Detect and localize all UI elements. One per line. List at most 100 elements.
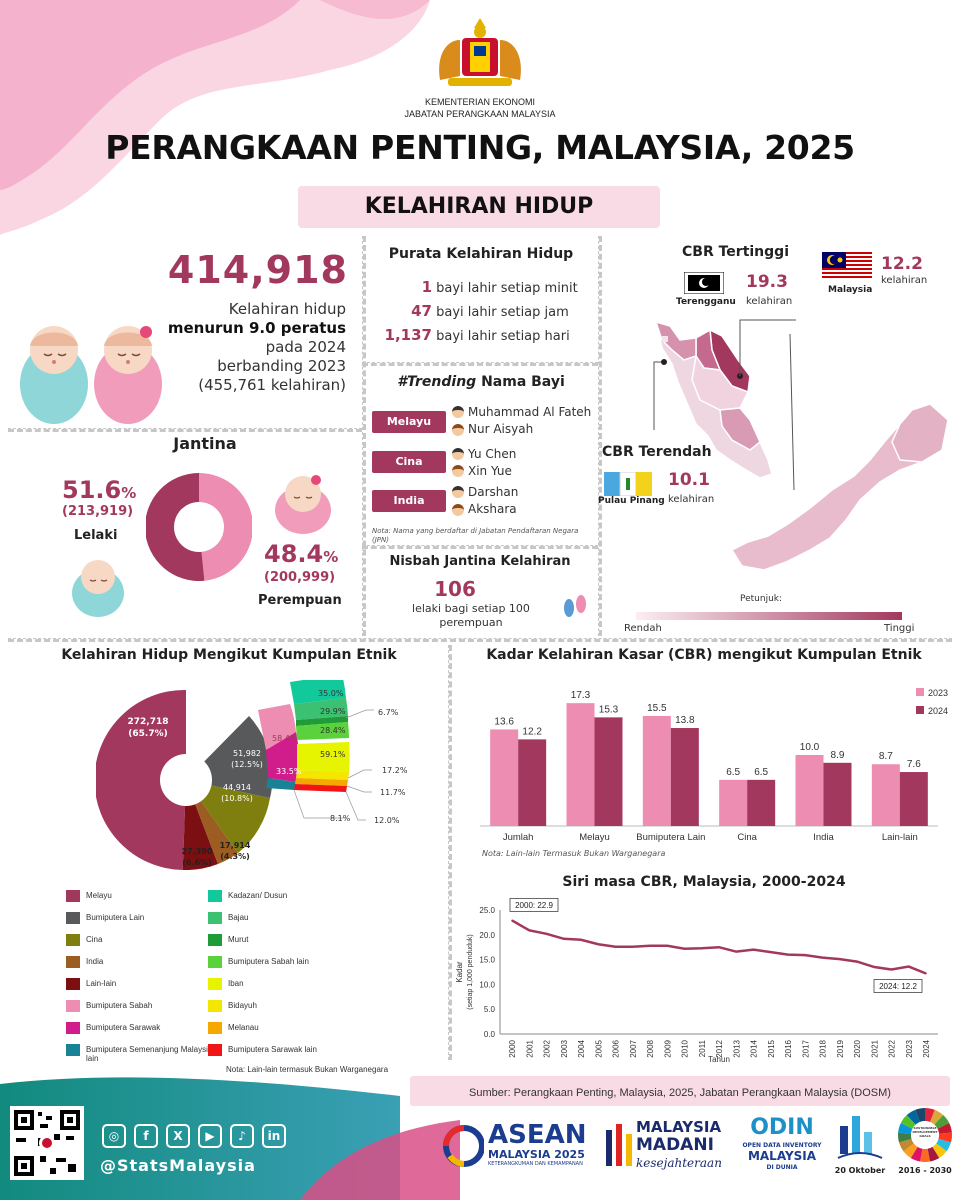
legend-swatch — [66, 956, 80, 968]
asean-year: MALAYSIA 2025 — [488, 1148, 585, 1161]
sdg-wheel-logo — [898, 1108, 952, 1162]
bar-2023 — [795, 755, 824, 826]
legend-label: Melanau — [228, 1023, 259, 1032]
sub-slice-melanau — [295, 778, 348, 786]
bar-legend-label: 2023 — [928, 688, 948, 698]
trending-note: Nota: Nama yang berdaftar di Jabatan Pen… — [372, 527, 579, 544]
bar-2023 — [719, 779, 748, 826]
cbr-point — [907, 965, 910, 968]
bar-legend-swatch — [916, 706, 924, 714]
odin-logo: ODIN — [750, 1115, 814, 1140]
boy-name: Muhammad Al Fateh — [468, 405, 592, 419]
baby-boy-icon — [20, 326, 88, 424]
line-x-tick: 2018 — [819, 1039, 828, 1057]
source-text: Sumber: Perangkaan Penting, Malaysia, 20… — [469, 1087, 891, 1099]
pie-label-india-pct: (4.3%) — [220, 852, 250, 861]
pie-label-lain: 27,390 — [181, 847, 213, 856]
bar-chart-note: Nota: Lain-lain Termasuk Bukan Warganega… — [482, 849, 666, 858]
bar-2024 — [747, 779, 776, 826]
gender-donut-chart — [146, 473, 252, 581]
asean-logo — [443, 1125, 484, 1167]
sdg-wheel-segment — [930, 1109, 944, 1125]
tiktok-icon[interactable]: ♪ — [230, 1124, 254, 1148]
cbr-high-value: 19.3 — [746, 272, 788, 292]
girl-icon — [452, 424, 464, 436]
cbr-point — [769, 951, 772, 953]
sdg-wheel-segment — [927, 1146, 940, 1162]
bar-value-label: 13.8 — [675, 715, 695, 726]
gender-title: Jantina — [173, 434, 237, 453]
youtube-icon[interactable]: ▶ — [198, 1124, 222, 1148]
sdg-wheel-segment — [934, 1115, 950, 1129]
baby-girl-icon — [275, 475, 331, 534]
ratio-text: perempuan — [439, 616, 503, 629]
divider — [8, 428, 362, 432]
odin-tagline: DI DUNIA — [766, 1164, 798, 1171]
trending-title: Nama Bayi — [481, 374, 565, 390]
sdg-wheel-segment — [915, 1108, 925, 1122]
total-births-value: 414,918 — [167, 248, 348, 292]
bar-value-label: 8.9 — [831, 750, 845, 761]
line-annotation: 2024: 12.2 — [879, 982, 917, 991]
legend-swatch — [66, 1022, 80, 1034]
sub-slice-kadazan — [290, 680, 346, 704]
ratio-title: Nisbah Jantina Kelahiran — [389, 554, 571, 569]
total-line-bold: menurun 9.0 peratus — [167, 319, 346, 337]
line-x-tick: 2014 — [750, 1039, 759, 1057]
bar-value-label: 10.0 — [800, 742, 820, 753]
sub-slice-bumi-sabah-lain — [296, 722, 349, 740]
line-x-tick: 2019 — [836, 1039, 845, 1057]
pie-label-melayu-pct: (65.7%) — [128, 729, 168, 739]
facebook-icon[interactable]: f — [134, 1124, 158, 1148]
national-value: 12.2 — [881, 254, 923, 274]
ethnic-pie-title: Kelahiran Hidup Mengikut Kumpulan Etnik — [61, 647, 397, 663]
girl-name: Xin Yue — [468, 464, 512, 478]
ratio-value: 106 — [434, 577, 476, 601]
national-unit: kelahiran — [881, 275, 928, 286]
line-x-tick: 2006 — [612, 1039, 621, 1057]
legend-swatch — [66, 1044, 80, 1056]
linkedin-icon[interactable]: in — [262, 1124, 286, 1148]
total-line: (455,761 kelahiran) — [198, 376, 346, 394]
bar-value-label: 8.7 — [879, 751, 893, 762]
sdg-wheel-segment — [936, 1138, 951, 1152]
sdg-label: SUSTAINABLE DEVELOPMENT GOALS — [912, 1126, 938, 1138]
bar-2023 — [490, 729, 519, 826]
cbr-point — [580, 938, 582, 941]
section-title: KELAHIRAN HIDUP — [364, 194, 594, 219]
line-x-tick: 2013 — [732, 1039, 741, 1057]
cbr-point — [649, 944, 651, 947]
map-legend-title: Petunjuk: — [740, 594, 783, 604]
sdg-wheel-segment — [898, 1122, 913, 1134]
divider — [362, 362, 598, 366]
cbr-high-unit: kelahiran — [746, 296, 793, 307]
x-twitter-icon[interactable]: X — [166, 1124, 190, 1148]
social-handle[interactable]: @StatsMalaysia — [100, 1156, 256, 1175]
odin-subtitle: OPEN DATA INVENTORY — [742, 1142, 822, 1149]
footer-band — [0, 1077, 460, 1200]
baby-girl-icon — [94, 326, 162, 424]
line-chart-title: Siri masa CBR, Malaysia, 2000-2024 — [562, 874, 846, 890]
bar-legend-swatch — [916, 688, 924, 696]
footprints-icon — [564, 595, 586, 617]
divider — [362, 545, 598, 549]
sub-slice-bidayuh — [296, 770, 349, 780]
bar-category-label: Bumiputera Lain — [636, 832, 705, 843]
average-title: Purata Kelahiran Hidup — [388, 246, 574, 262]
sdg-wheel-segment — [898, 1132, 912, 1143]
bar-2023 — [871, 764, 900, 826]
malaysia-madani-logo — [606, 1124, 632, 1166]
sdg-wheel-segment — [900, 1115, 916, 1129]
cbr-point — [666, 944, 669, 947]
bar-2024 — [823, 762, 852, 826]
line-annotation-box — [873, 979, 923, 993]
sdg-wheel-segment — [932, 1143, 947, 1158]
boy-icon — [452, 448, 464, 460]
instagram-icon[interactable]: ◎ — [102, 1124, 126, 1148]
pie-label-bidayuh: 17.2% — [382, 766, 408, 775]
average-number: 1 — [421, 278, 432, 296]
sdg-years: 2016 - 2030 — [898, 1166, 952, 1175]
bar-legend-label: 2024 — [928, 706, 948, 716]
male-label: Lelaki — [74, 528, 118, 543]
average-number: 47 — [411, 302, 432, 320]
